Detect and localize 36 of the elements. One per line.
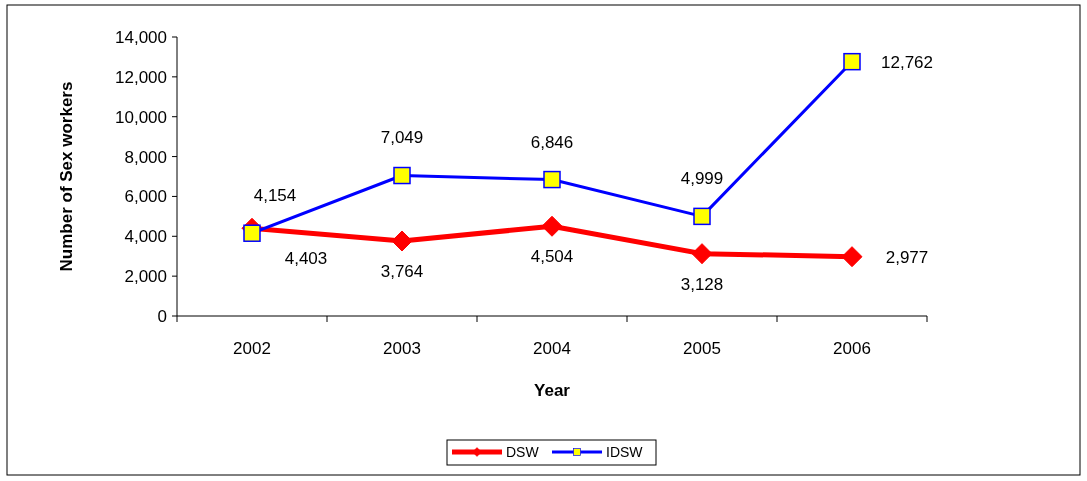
y-tick-label: 14,000	[115, 27, 167, 47]
x-axis-title: Year	[534, 381, 571, 400]
y-tick-label: 6,000	[124, 187, 167, 207]
y-tick-label: 0	[157, 306, 167, 326]
x-tick-label: 2005	[683, 339, 721, 358]
x-tick-label: 2002	[233, 339, 271, 358]
data-label: 7,049	[380, 128, 424, 148]
x-tick-label: 2004	[533, 339, 571, 358]
y-tick-label: 10,000	[115, 107, 167, 127]
y-axis-title: Number of Sex workers	[57, 81, 76, 272]
point	[691, 243, 713, 265]
data-label: 4,504	[530, 247, 574, 267]
point	[393, 166, 411, 185]
data-label: 3,128	[680, 274, 724, 294]
legend-label: DSW	[506, 443, 540, 460]
point	[541, 215, 563, 237]
y-tick-label: 2,000	[124, 267, 167, 287]
point	[841, 246, 863, 268]
x-tick-label: 2003	[383, 339, 421, 358]
point	[543, 170, 561, 189]
legend-label: IDSW	[606, 443, 644, 460]
data-label: 3,764	[380, 261, 424, 281]
point	[391, 230, 413, 252]
y-tick-label: 4,000	[124, 227, 167, 247]
data-label: 4,154	[253, 186, 297, 206]
y-tick-label: 8,000	[124, 147, 167, 167]
point	[843, 52, 861, 71]
x-tick-label: 2006	[833, 339, 871, 358]
point	[243, 224, 261, 242]
point	[693, 207, 711, 226]
data-label: 6,846	[530, 132, 574, 152]
data-label: 4,403	[284, 249, 328, 269]
data-label: 4,999	[680, 169, 724, 189]
data-label: 2,977	[885, 247, 929, 267]
y-tick-label: 12,000	[115, 67, 167, 87]
data-label: 12,762	[881, 52, 933, 72]
